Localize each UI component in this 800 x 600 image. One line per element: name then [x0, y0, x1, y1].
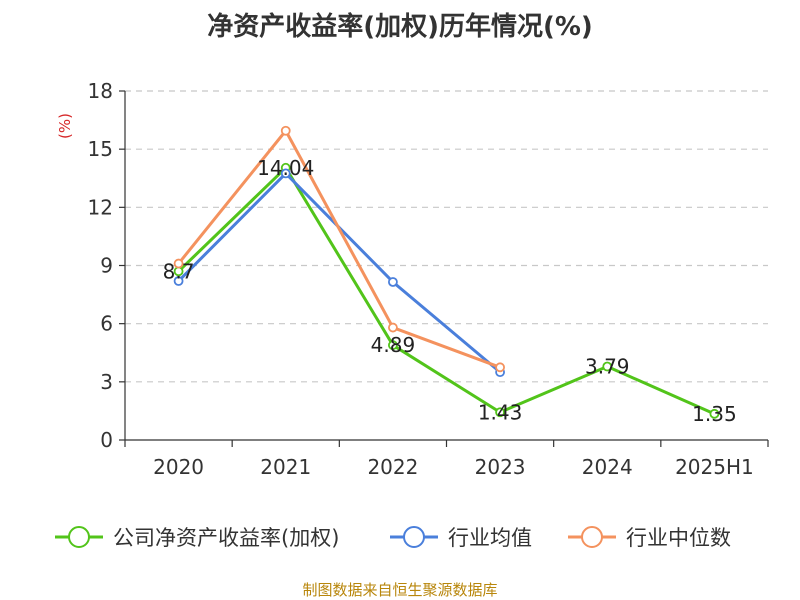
- legend-item: 行业均值: [390, 526, 532, 550]
- data-point: [602, 361, 613, 372]
- x-tick-label: 2021: [260, 455, 311, 479]
- data-point: [173, 258, 184, 269]
- x-tick-label: 2024: [582, 455, 633, 479]
- series-line-0: [177, 166, 716, 416]
- data-point: [709, 408, 720, 419]
- legend-marker: [403, 526, 425, 548]
- source-note: 制图数据来自恒生聚源数据库: [302, 581, 497, 599]
- legend-item: 行业中位数: [568, 526, 731, 550]
- data-point: [388, 322, 398, 333]
- x-tick-labels: 2020 2021 2022 2023 2024 2025H1: [153, 455, 754, 479]
- x-tick-label: 2022: [367, 455, 418, 479]
- y-tick-label: 18: [88, 79, 113, 103]
- data-labels: 8.7 14.04 4.89 1.43 3.79 1.35: [163, 156, 737, 426]
- x-tick-label: 2023: [475, 455, 526, 479]
- data-point: [280, 168, 291, 179]
- axes: [119, 90, 769, 447]
- data-label: 1.35: [692, 402, 737, 426]
- y-tick-label: 9: [100, 254, 113, 278]
- y-axis-label: (%): [56, 113, 74, 139]
- series-line-2: [177, 129, 501, 369]
- legend: 公司净资产收益率(加权) 行业均值 行业中位数: [55, 526, 731, 550]
- y-tick-label: 3: [100, 370, 113, 394]
- data-label: 14.04: [257, 156, 314, 180]
- data-point: [388, 340, 398, 351]
- legend-label: 行业均值: [448, 526, 532, 550]
- legend-marker: [581, 526, 603, 548]
- data-label: 4.89: [371, 333, 416, 357]
- legend-label: 行业中位数: [626, 526, 731, 550]
- y-tick-label: 6: [100, 312, 113, 336]
- data-point: [388, 277, 398, 287]
- series-group: [173, 125, 720, 419]
- data-point: [280, 125, 291, 136]
- data-label: 1.43: [478, 400, 523, 424]
- data-point: [495, 407, 505, 418]
- data-label: 3.79: [585, 355, 630, 379]
- x-tick-label: 2025H1: [675, 455, 754, 479]
- data-label: 8.7: [163, 259, 195, 283]
- y-tick-labels: 0 3 6 9 12 15 18: [88, 79, 113, 452]
- legend-item: 公司净资产收益率(加权): [55, 526, 339, 550]
- x-tick-label: 2020: [153, 455, 204, 479]
- legend-label: 公司净资产收益率(加权): [113, 526, 339, 550]
- y-tick-label: 12: [88, 195, 113, 219]
- grid-lines: [125, 90, 768, 383]
- data-point: [173, 276, 184, 286]
- chart-title: 净资产收益率(加权)历年情况(%): [207, 11, 593, 42]
- data-point: [495, 362, 505, 373]
- y-tick-label: 15: [88, 137, 113, 161]
- legend-marker: [68, 526, 90, 548]
- y-tick-label: 0: [100, 428, 113, 452]
